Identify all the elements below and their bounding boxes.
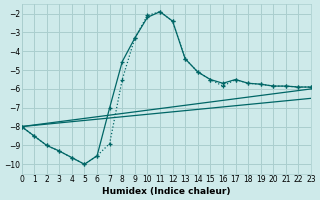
X-axis label: Humidex (Indice chaleur): Humidex (Indice chaleur) [102,187,230,196]
